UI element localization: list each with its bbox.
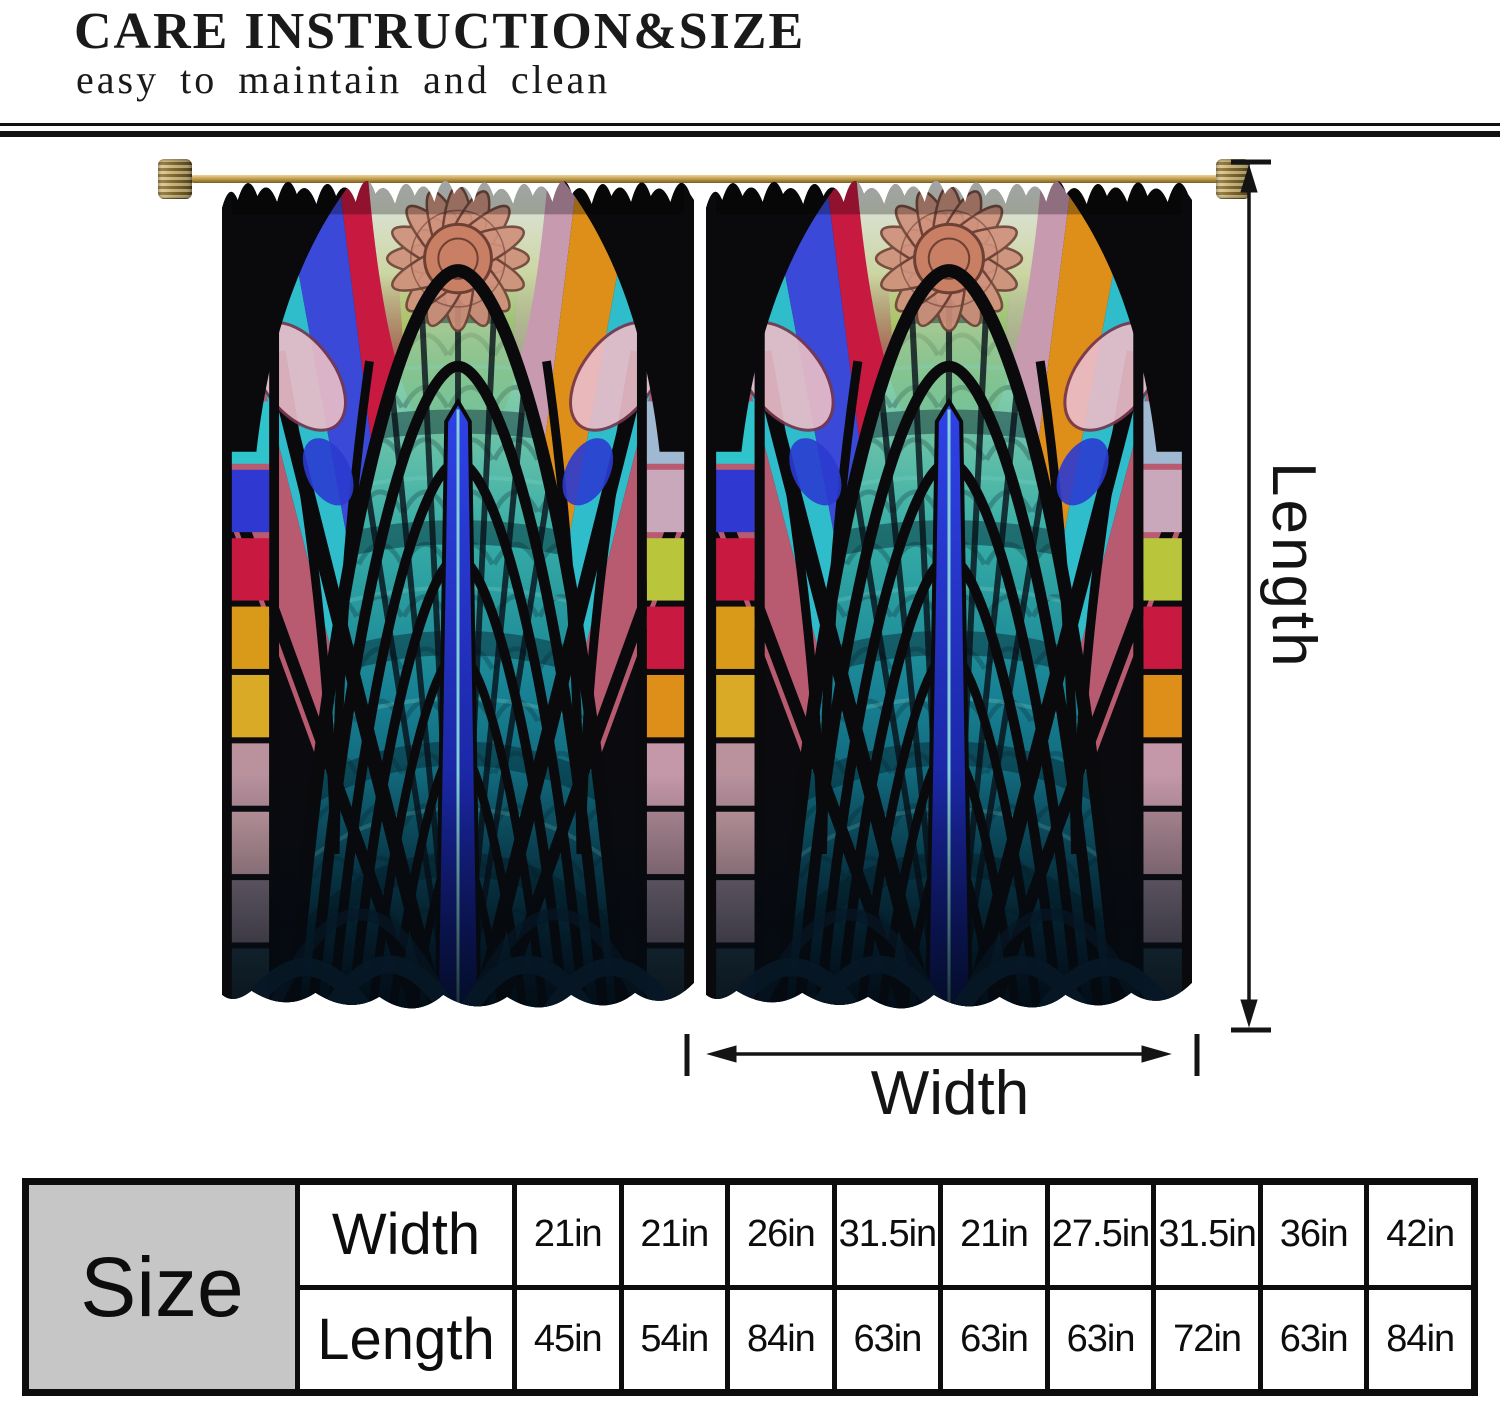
width-arrow <box>684 1034 1200 1076</box>
width-value-cell: 21in <box>943 1185 1045 1285</box>
page-subtitle: easy to maintain and clean <box>76 57 611 102</box>
rod-finial-left <box>158 159 192 199</box>
width-value-cell: 21in <box>623 1185 726 1285</box>
size-table-corner-cell: Size <box>29 1185 295 1389</box>
curtain-panel-left <box>222 150 694 1035</box>
length-arrowhead-top <box>1240 164 1258 193</box>
length-label: Length <box>1259 462 1328 670</box>
curtain-panel-right <box>706 150 1192 1035</box>
length-value-cell: 45in <box>517 1289 619 1389</box>
stained-glass-artwork-right <box>706 150 1192 1035</box>
page-title: CARE INSTRUCTION&SIZE <box>74 3 806 60</box>
width-arrowhead-right <box>1141 1045 1172 1063</box>
length-value-cell: 54in <box>623 1289 726 1389</box>
length-value-cell: 63in <box>836 1289 939 1389</box>
length-value-cell: 84in <box>1369 1289 1471 1389</box>
width-row-label: Width <box>300 1185 512 1285</box>
length-arrowhead-bottom <box>1240 999 1258 1028</box>
width-value-cell: 42in <box>1369 1185 1471 1285</box>
length-value-cell: 72in <box>1156 1289 1258 1389</box>
width-value-cell: 21in <box>517 1185 619 1285</box>
length-value-cell: 63in <box>943 1289 1045 1389</box>
divider-line-thin <box>0 123 1500 126</box>
length-row-label: Length <box>300 1289 512 1389</box>
width-label: Width <box>870 1059 1030 1128</box>
stained-glass-artwork-left <box>222 150 694 1035</box>
width-value-cell: 31.5in <box>836 1185 939 1285</box>
width-value-cell: 36in <box>1262 1185 1365 1285</box>
length-value-cell: 63in <box>1049 1289 1152 1389</box>
length-value-cell: 84in <box>730 1289 832 1389</box>
width-arrowhead-left <box>706 1045 737 1063</box>
divider-line-thick <box>0 131 1500 137</box>
length-arrow <box>1231 159 1271 1033</box>
curtain-rod <box>190 175 1220 183</box>
width-value-cell: 26in <box>730 1185 832 1285</box>
length-value-cell: 63in <box>1262 1289 1365 1389</box>
width-value-cell: 27.5in <box>1049 1185 1152 1285</box>
width-value-cell: 31.5in <box>1156 1185 1258 1285</box>
size-table: Size Width 21in 21in 26in 31.5in 21in 27… <box>22 1178 1478 1396</box>
